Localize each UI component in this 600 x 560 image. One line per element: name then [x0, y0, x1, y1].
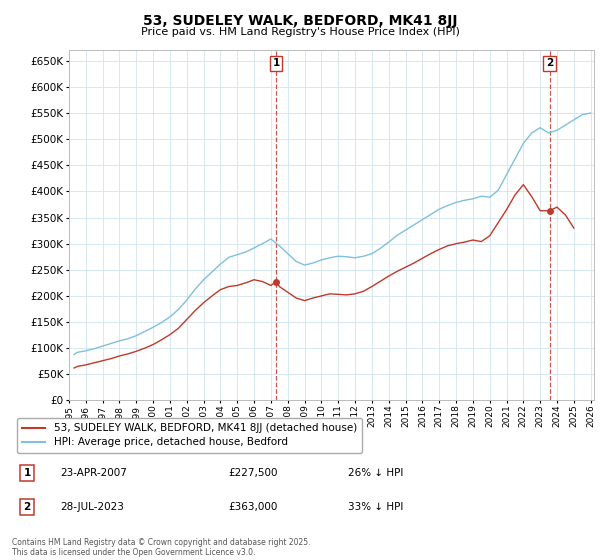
Text: Contains HM Land Registry data © Crown copyright and database right 2025.
This d: Contains HM Land Registry data © Crown c… [12, 538, 311, 557]
Text: 1: 1 [272, 58, 280, 68]
Text: 23-APR-2007: 23-APR-2007 [60, 468, 127, 478]
Text: £227,500: £227,500 [228, 468, 277, 478]
Text: Price paid vs. HM Land Registry's House Price Index (HPI): Price paid vs. HM Land Registry's House … [140, 27, 460, 37]
Text: 26% ↓ HPI: 26% ↓ HPI [348, 468, 403, 478]
Text: 2: 2 [23, 502, 31, 512]
Text: 33% ↓ HPI: 33% ↓ HPI [348, 502, 403, 512]
Text: 1: 1 [23, 468, 31, 478]
Text: 28-JUL-2023: 28-JUL-2023 [60, 502, 124, 512]
Text: 53, SUDELEY WALK, BEDFORD, MK41 8JJ: 53, SUDELEY WALK, BEDFORD, MK41 8JJ [143, 14, 457, 28]
Legend: 53, SUDELEY WALK, BEDFORD, MK41 8JJ (detached house), HPI: Average price, detach: 53, SUDELEY WALK, BEDFORD, MK41 8JJ (det… [17, 418, 362, 452]
Text: £363,000: £363,000 [228, 502, 277, 512]
Text: 2: 2 [546, 58, 553, 68]
